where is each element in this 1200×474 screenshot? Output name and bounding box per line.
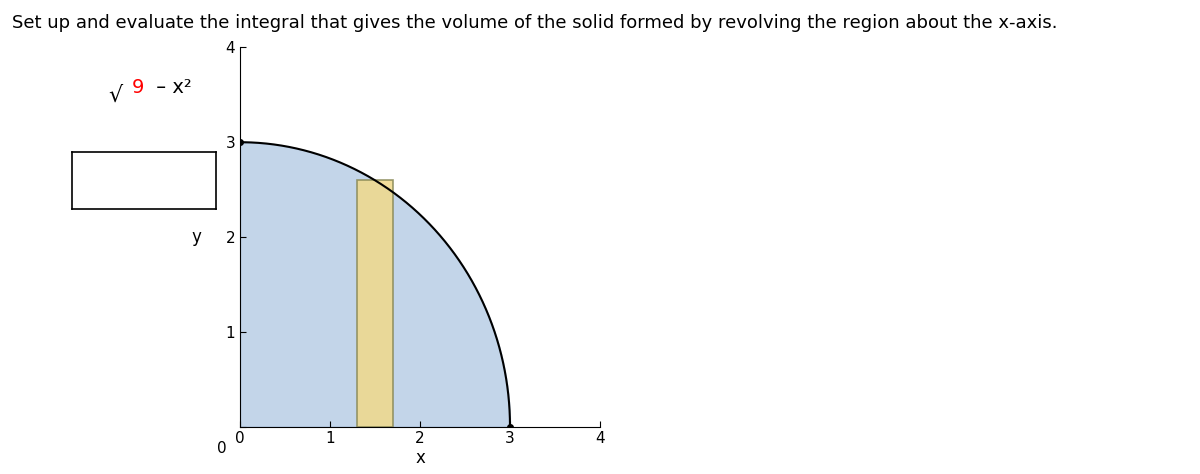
Text: 0: 0 bbox=[217, 441, 227, 456]
Text: – x²: – x² bbox=[150, 78, 192, 97]
Text: √: √ bbox=[108, 85, 122, 105]
Y-axis label: y: y bbox=[192, 228, 202, 246]
X-axis label: x: x bbox=[415, 449, 425, 467]
Bar bbox=[358, 180, 394, 427]
Text: 9: 9 bbox=[132, 78, 144, 97]
Text: Set up and evaluate the integral that gives the volume of the solid formed by re: Set up and evaluate the integral that gi… bbox=[12, 14, 1057, 32]
